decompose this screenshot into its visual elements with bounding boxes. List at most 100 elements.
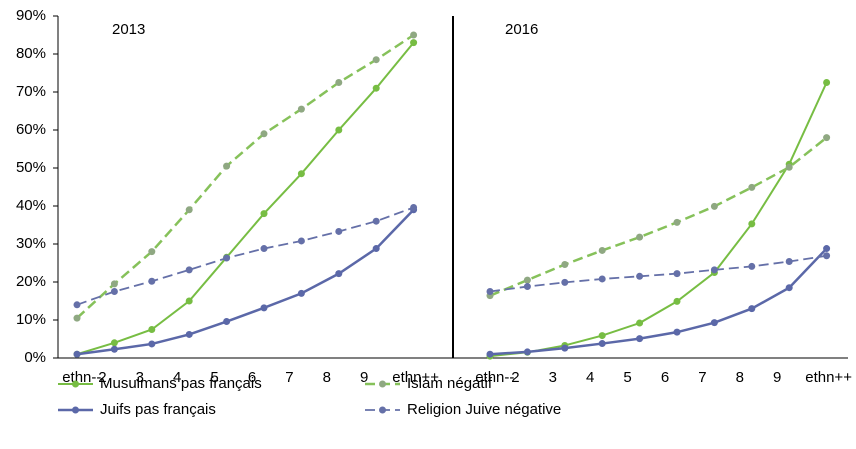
data-point	[710, 266, 718, 274]
data-point	[523, 276, 531, 284]
x-tick-label: 8	[736, 369, 744, 386]
legend-label: Islam négatif	[407, 375, 493, 392]
y-tick-label: 0%	[24, 349, 46, 366]
x-tick-label: 3	[549, 369, 557, 386]
series-line	[76, 33, 415, 320]
data-point	[297, 105, 305, 113]
data-point	[372, 56, 380, 64]
data-point	[823, 134, 831, 142]
data-point	[785, 284, 793, 292]
data-point	[785, 257, 793, 265]
data-point	[823, 79, 831, 86]
legend-marker	[72, 406, 79, 414]
data-point	[110, 339, 118, 347]
x-tick-label: 7	[285, 369, 293, 386]
data-point	[823, 252, 831, 260]
data-point	[297, 289, 305, 297]
series-line	[76, 208, 415, 356]
data-point	[297, 170, 305, 178]
data-point	[748, 183, 756, 191]
legend-label: Juifs pas français	[100, 401, 216, 418]
data-point	[335, 126, 343, 134]
legend-marker	[379, 406, 386, 414]
data-point	[73, 314, 81, 322]
data-point	[748, 262, 756, 270]
legend-marker	[72, 380, 79, 388]
series-line	[489, 247, 828, 356]
data-point	[823, 245, 831, 253]
data-point	[598, 275, 606, 283]
data-point	[185, 330, 193, 338]
data-point	[486, 288, 494, 295]
y-tick-label: 80%	[16, 45, 46, 62]
x-tick-label: ethn++	[805, 369, 852, 386]
data-point	[73, 301, 81, 309]
data-point	[748, 305, 756, 313]
y-tick-label: 30%	[16, 235, 46, 252]
data-point	[785, 163, 793, 171]
y-tick-label: 70%	[16, 83, 46, 100]
series-line	[489, 136, 828, 297]
data-point	[410, 31, 418, 39]
y-tick-label: 50%	[16, 159, 46, 176]
data-point	[673, 328, 681, 336]
data-point	[636, 319, 644, 327]
x-tick-label: 5	[623, 369, 631, 386]
x-tick-label: ethn--	[62, 369, 101, 386]
data-point	[410, 204, 418, 212]
data-point	[335, 227, 343, 235]
x-tick-label: 2	[98, 369, 106, 386]
x-tick-label: 6	[248, 369, 256, 386]
x-tick-label: 9	[773, 369, 781, 386]
data-point	[636, 335, 644, 343]
x-tick-label: 5	[210, 369, 218, 386]
data-point	[598, 332, 606, 340]
data-point	[561, 261, 569, 269]
legend-label: Religion Juive négative	[407, 401, 561, 418]
data-point	[223, 162, 231, 170]
series-line	[76, 206, 414, 306]
panel-title: 2016	[505, 21, 538, 38]
legend-marker	[379, 380, 386, 388]
data-point	[673, 218, 681, 226]
data-point	[636, 233, 644, 241]
data-point	[260, 245, 268, 253]
data-point	[561, 278, 569, 286]
data-point	[673, 297, 681, 305]
data-point	[636, 272, 644, 280]
data-point	[148, 248, 156, 256]
data-point	[710, 202, 718, 210]
x-tick-label: 6	[661, 369, 669, 386]
x-tick-label: 2	[511, 369, 519, 386]
data-point	[561, 344, 569, 352]
data-point	[335, 79, 343, 86]
data-point	[410, 39, 418, 47]
data-point	[486, 350, 494, 358]
data-point	[110, 288, 118, 295]
data-point	[372, 245, 380, 253]
y-tick-label: 90%	[16, 7, 46, 24]
series-line	[489, 254, 827, 293]
data-point	[73, 350, 81, 358]
y-tick-label: 10%	[16, 311, 46, 328]
data-point	[110, 280, 118, 288]
y-tick-label: 60%	[16, 121, 46, 138]
panel-title: 2013	[112, 21, 145, 38]
data-point	[260, 210, 268, 218]
y-tick-label: 20%	[16, 273, 46, 290]
x-tick-label: 4	[173, 369, 181, 386]
data-point	[523, 283, 531, 291]
x-tick-label: 7	[698, 369, 706, 386]
data-point	[710, 319, 718, 327]
data-point	[148, 326, 156, 333]
data-point	[335, 270, 343, 278]
data-point	[598, 246, 606, 254]
data-point	[748, 220, 756, 228]
x-tick-label: ethn--	[475, 369, 514, 386]
x-tick-label: 3	[136, 369, 144, 386]
data-point	[185, 206, 193, 214]
data-point	[372, 217, 380, 225]
data-point	[148, 340, 156, 348]
data-point	[523, 348, 531, 356]
series-line	[76, 41, 415, 356]
